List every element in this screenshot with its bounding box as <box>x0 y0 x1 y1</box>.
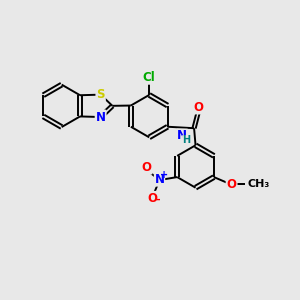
Text: O: O <box>147 192 157 205</box>
Text: S: S <box>96 88 105 101</box>
Text: O: O <box>142 160 152 174</box>
Text: N: N <box>96 110 106 124</box>
Text: O: O <box>194 100 203 113</box>
Text: CH₃: CH₃ <box>248 179 270 190</box>
Text: +: + <box>160 170 169 180</box>
Text: N: N <box>177 129 187 142</box>
Text: -: - <box>156 194 161 205</box>
Text: H: H <box>182 135 190 146</box>
Text: N: N <box>154 173 164 186</box>
Text: Cl: Cl <box>143 71 156 84</box>
Text: O: O <box>226 178 237 191</box>
